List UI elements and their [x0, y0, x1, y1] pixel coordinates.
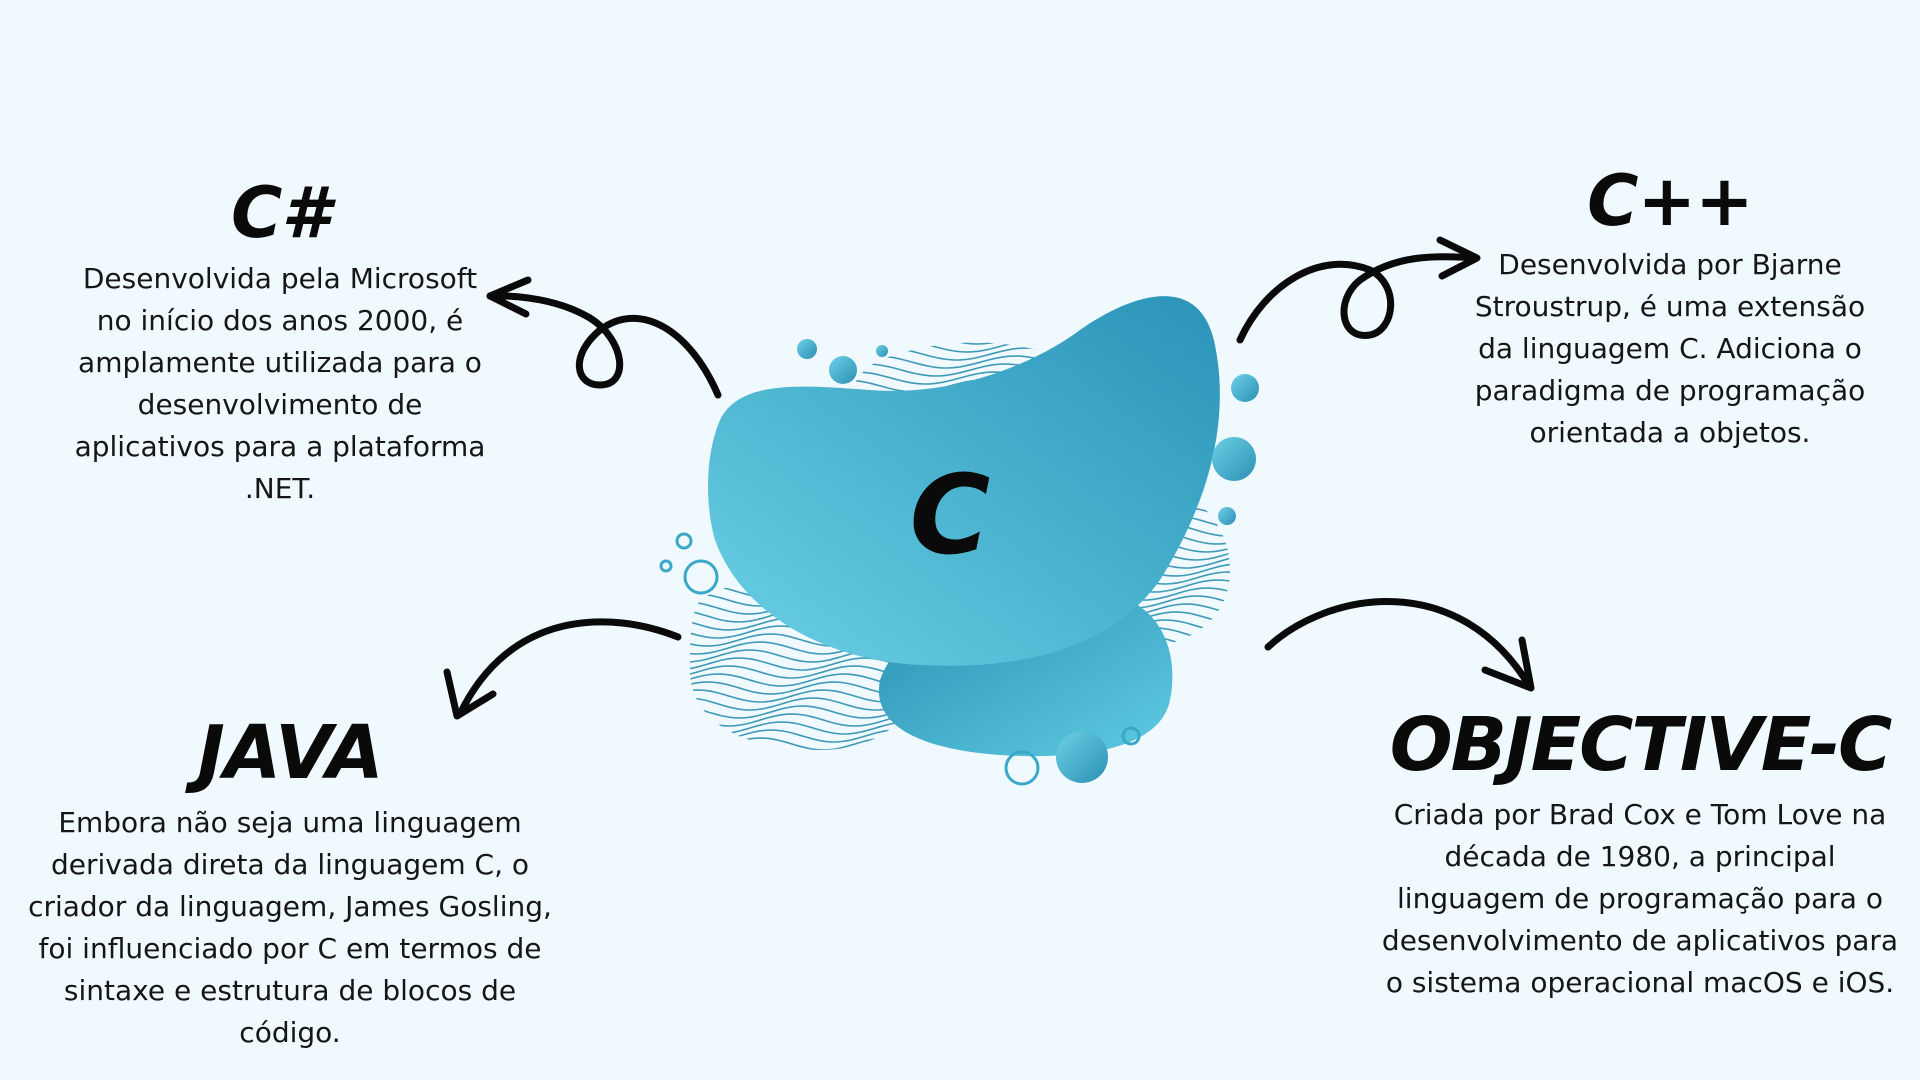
center-language-label: C — [909, 451, 991, 579]
wave-line — [690, 697, 916, 711]
card-title-csharp: C# — [230, 172, 330, 254]
wave-line — [680, 754, 920, 766]
card-objc: OBJECTIVE-C Criada por Brad Cox e Tom Lo… — [1370, 708, 1910, 1004]
wave-line — [690, 721, 916, 735]
card-body-cpp: Desenvolvida por Bjarne Stroustrup, é um… — [1474, 248, 1866, 449]
wave-line — [690, 673, 916, 687]
arrow-to-cpp-icon — [1236, 236, 1481, 344]
wave-line — [690, 665, 916, 679]
arrow-to-objc-icon — [1264, 598, 1535, 692]
blob-main-icon — [708, 296, 1220, 666]
card-cpp: C++ Desenvolvida por Bjarne Stroustrup, … — [1460, 166, 1880, 454]
card-title-java: JAVA — [197, 710, 383, 796]
bubble-icon — [659, 339, 1259, 786]
wave-line — [690, 737, 916, 750]
card-java: JAVA Embora não seja uma linguagem deriv… — [10, 716, 570, 1054]
card-title-objc: OBJECTIVE-C — [1389, 702, 1893, 788]
wave-line — [690, 705, 916, 719]
wave-line — [690, 689, 916, 703]
card-body-csharp: Desenvolvida pela Microsoft no início do… — [74, 262, 486, 505]
arrow-to-java-icon — [443, 618, 682, 720]
wave-line — [690, 729, 916, 743]
card-body-java: Embora não seja uma linguagem derivada d… — [28, 806, 552, 1049]
card-csharp: C# Desenvolvida pela Microsoft no início… — [70, 178, 490, 510]
wave-line — [690, 745, 916, 750]
arrow-to-csharp-icon — [486, 276, 722, 399]
card-title-cpp: C++ — [1587, 160, 1754, 242]
card-body-objc: Criada por Brad Cox e Tom Love na década… — [1381, 798, 1899, 999]
